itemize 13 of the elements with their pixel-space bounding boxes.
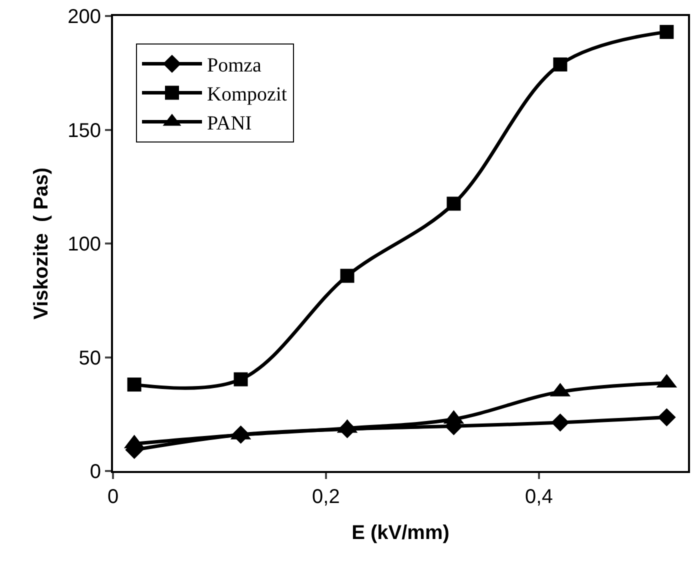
x-tick-label: 0,2 (312, 486, 340, 508)
y-axis-title: Viskozite ( Pas) (30, 168, 53, 320)
x-axis-title: E (kV/mm) (352, 522, 450, 544)
x-tick-label: 0 (107, 486, 119, 508)
y-tick-label: 150 (68, 120, 101, 142)
x-tick-label: 0,4 (525, 486, 553, 508)
y-tick-label: 0 (90, 461, 101, 483)
legend-label: Kompozit (207, 84, 288, 106)
legend-label: Pomza (207, 54, 262, 77)
y-tick-label: 100 (68, 234, 101, 256)
y-tick-label: 200 (68, 6, 101, 28)
y-tick-label: 50 (78, 347, 101, 370)
legend-label: PANI (207, 112, 252, 135)
